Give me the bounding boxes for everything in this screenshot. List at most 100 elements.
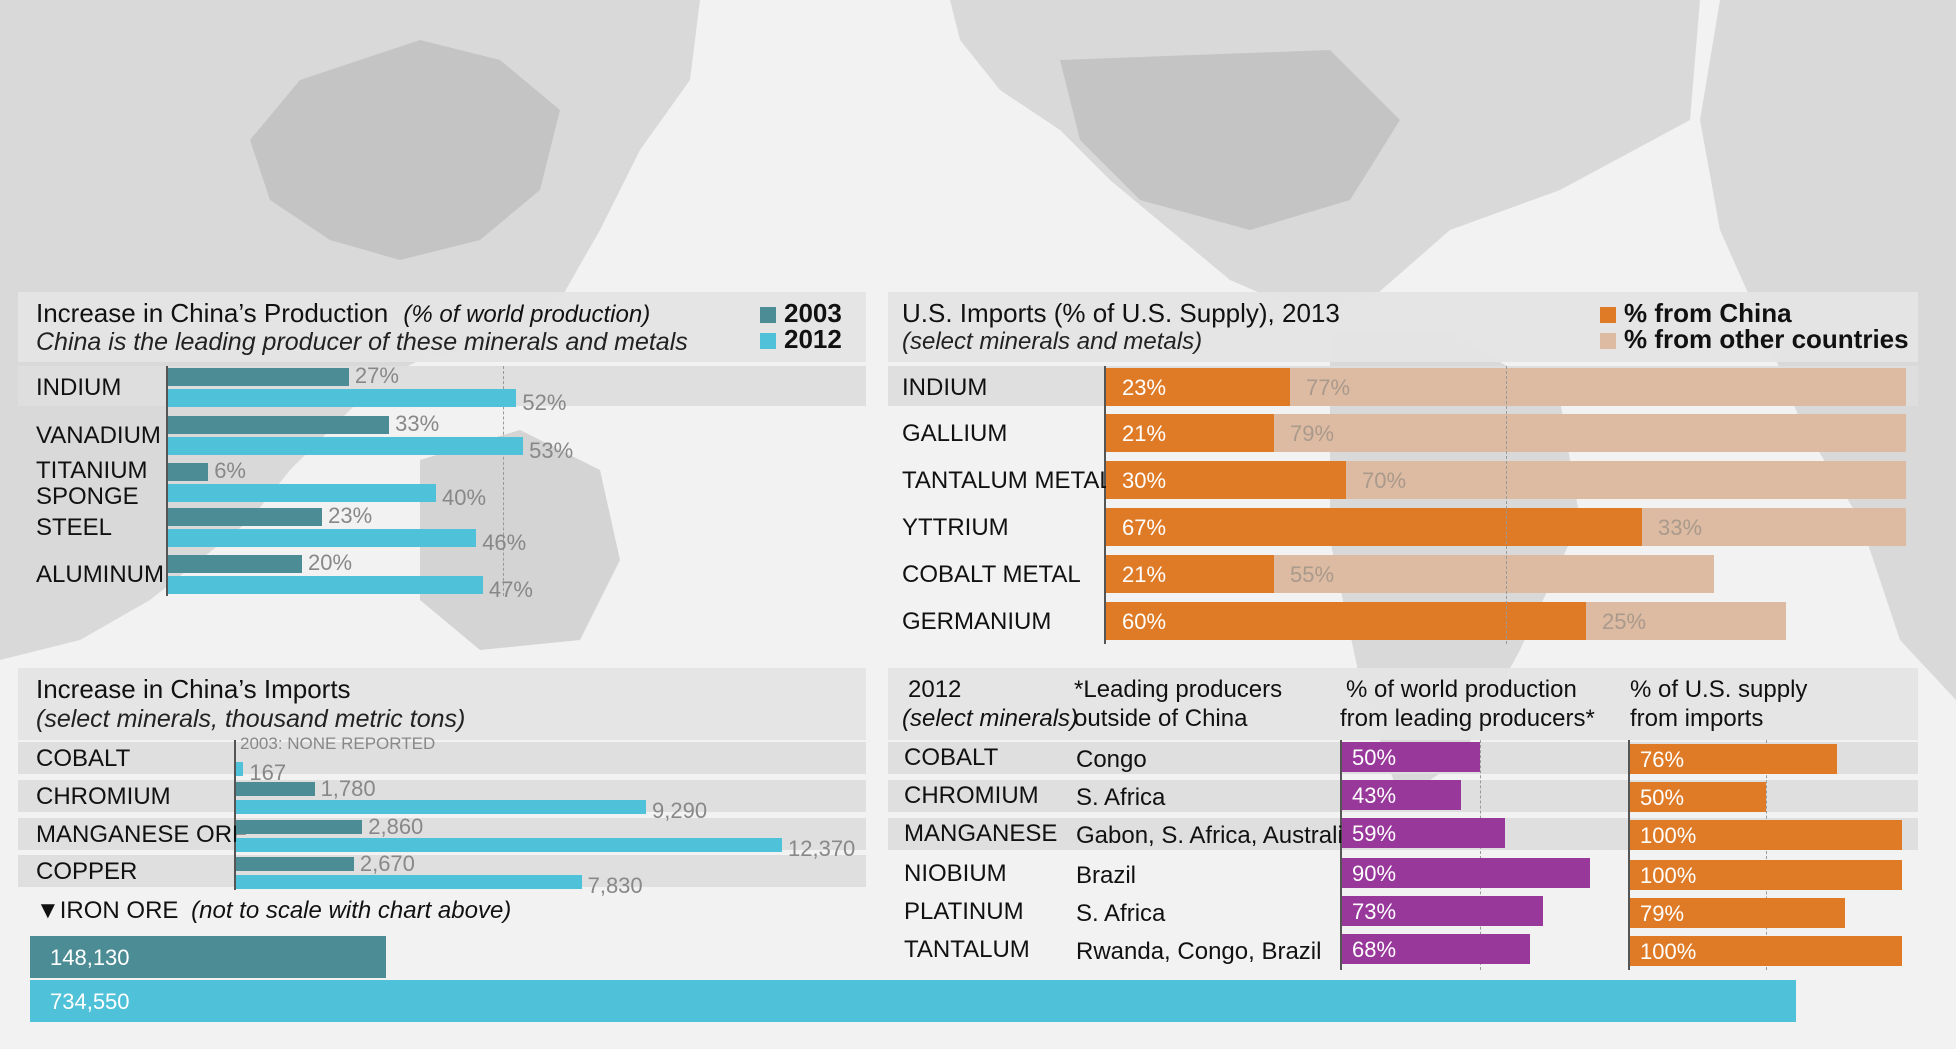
us-imports-50pct-line	[1506, 366, 1507, 644]
us-imports-bar-china	[1106, 414, 1274, 452]
production-category-label: VANADIUM	[36, 422, 161, 449]
production-header	[18, 292, 866, 362]
production-bar-2012	[168, 389, 517, 407]
production-category-label: STEEL	[36, 514, 113, 541]
production-value-label: 20%	[308, 550, 353, 575]
table-us-50pct-line	[1766, 740, 1767, 970]
table-world-bar	[1342, 896, 1544, 926]
us-imports-legend-china: % from China	[1600, 298, 1792, 329]
china-imports-category-label: MANGANESE ORE	[36, 821, 249, 848]
table-producers: S. Africa	[1076, 900, 1166, 927]
us-imports-bar-other	[1642, 508, 1906, 546]
china-imports-bar-2012	[236, 800, 647, 814]
production-legend-2012: 2012	[760, 324, 842, 355]
table-producers: Congo	[1076, 746, 1147, 773]
china-imports-row-band	[18, 742, 866, 774]
table-world-axis	[1340, 740, 1342, 970]
table-us-bar	[1630, 744, 1837, 774]
china-imports-value-label: 2,860	[368, 814, 424, 839]
us-imports-header	[888, 292, 1918, 362]
china-imports-bar-2012	[236, 875, 582, 889]
table-us-label: 100%	[1640, 863, 1697, 888]
table-world-label: 90%	[1352, 861, 1397, 886]
table-world-label: 68%	[1352, 937, 1397, 962]
production-value-label: 23%	[328, 503, 373, 528]
us-imports-category-label: GALLIUM	[902, 420, 1008, 447]
us-imports-value-label: 70%	[1362, 468, 1407, 493]
production-legend-2003: 2003	[760, 298, 842, 329]
table-us-label: 100%	[1640, 823, 1697, 848]
legend-swatch	[760, 307, 776, 324]
table-header-producers-1: *Leading producers	[1074, 676, 1283, 703]
production-bar-2012	[168, 529, 477, 547]
production-bar-2012	[168, 484, 436, 502]
table-mineral: TANTALUM	[904, 936, 1030, 963]
production-category-label: SPONGE	[36, 483, 139, 510]
us-imports-bar-china	[1106, 508, 1642, 546]
us-imports-bar-other	[1586, 602, 1786, 640]
legend-swatch	[1600, 333, 1616, 350]
china-imports-category-label: COPPER	[36, 858, 138, 885]
china-imports-category-label: COBALT	[36, 745, 131, 772]
us-imports-category-label: COBALT METAL	[902, 561, 1081, 588]
us-imports-subtitle: (select minerals and metals)	[902, 328, 1203, 355]
table-header-world-1: % of world production	[1346, 676, 1577, 703]
legend-swatch	[1600, 307, 1616, 324]
iron-ore-value-label: 148,130	[50, 945, 130, 970]
us-imports-axis	[1104, 366, 1106, 644]
table-mineral: MANGANESE	[904, 820, 1058, 847]
japan-shape	[560, 110, 620, 200]
us-imports-value-label: 55%	[1290, 562, 1335, 587]
production-value-label: 46%	[482, 530, 527, 555]
table-us-bar	[1630, 782, 1766, 812]
table-us-bar	[1630, 898, 1845, 928]
us-imports-value-label: 33%	[1658, 515, 1703, 540]
china-imports-bar-2012	[236, 838, 782, 852]
table-world-bar	[1342, 858, 1591, 888]
us-imports-bar-other	[1274, 414, 1906, 452]
table-mineral: CHROMIUM	[904, 782, 1039, 809]
table-header-year: 2012	[908, 676, 962, 703]
table-producers: S. Africa	[1076, 784, 1166, 811]
us-imports-bar-china	[1106, 461, 1346, 499]
production-bar-2003	[168, 416, 390, 434]
production-bar-2012	[168, 576, 483, 594]
table-header-producers-2: outside of China	[1074, 705, 1248, 732]
us-imports-value-label: 77%	[1306, 375, 1351, 400]
table-us-axis	[1628, 740, 1630, 970]
iron-ore-value-label: 734,550	[50, 989, 130, 1014]
production-value-label: 52%	[522, 390, 567, 415]
table-mineral: COBALT	[904, 744, 999, 771]
us-imports-value-label: 60%	[1122, 609, 1167, 634]
china-imports-value-label: 7,830	[587, 873, 643, 898]
china-imports-title: Increase in China’s Imports	[36, 674, 351, 704]
china-imports-category-label: CHROMIUM	[36, 783, 171, 810]
us-imports-value-label: 21%	[1122, 421, 1167, 446]
production-title: Increase in China’s Production (% of wor…	[36, 298, 651, 328]
china-imports-note: 2003: NONE REPORTED	[240, 734, 436, 753]
table-us-label: 50%	[1640, 785, 1685, 810]
table-world-label: 50%	[1352, 745, 1397, 770]
table-world-bar	[1342, 934, 1530, 964]
iron-ore-title: ▼IRON ORE (not to scale with chart above…	[36, 897, 512, 924]
production-bar-2003	[168, 508, 323, 526]
us-imports-value-label: 30%	[1122, 468, 1167, 493]
table-world-bar	[1342, 742, 1480, 772]
production-bar-2003	[168, 368, 349, 386]
production-subtitle: China is the leading producer of these m…	[36, 328, 688, 356]
production-value-label: 47%	[488, 577, 533, 602]
production-value-label: 33%	[395, 411, 440, 436]
production-title-note: (% of world production)	[403, 301, 651, 328]
china-imports-value-label: 12,370	[788, 836, 856, 861]
table-header	[888, 668, 1918, 740]
china-imports-subtitle: (select minerals, thousand metric tons)	[36, 705, 466, 733]
us-imports-bar-china	[1106, 602, 1586, 640]
us-imports-value-label: 21%	[1122, 562, 1167, 587]
table-us-label: 100%	[1640, 939, 1697, 964]
china-imports-bar-2003	[236, 857, 354, 871]
us-imports-bar-other	[1290, 368, 1906, 406]
us-imports-title: U.S. Imports (% of U.S. Supply), 2013	[902, 298, 1340, 328]
production-bar-2003	[168, 463, 209, 481]
table-producers: Gabon, S. Africa, Australia	[1076, 822, 1357, 849]
